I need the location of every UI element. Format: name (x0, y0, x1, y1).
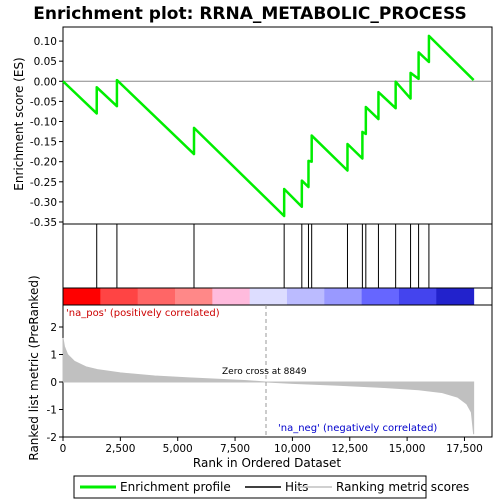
heatmap-segment (398, 288, 437, 305)
metric-y-axis-label: Ranked list metric (PreRanked) (27, 275, 41, 460)
es-y-axis-label: Enrichment score (ES) (12, 57, 26, 190)
es-y-tick-label: 0.05 (34, 56, 57, 68)
x-tick-label: 12,500 (331, 443, 368, 455)
x-tick-label: 5,000 (163, 443, 193, 455)
x-tick-label: 2,500 (105, 443, 135, 455)
heatmap-segment (436, 288, 475, 305)
x-tick-label: 17,500 (446, 443, 483, 455)
negative-correlation-label: 'na_neg' (negatively correlated) (278, 423, 437, 434)
es-y-tick-label: -0.25 (30, 177, 57, 189)
x-tick-label: 10,000 (274, 443, 311, 455)
es-y-tick-label: 0.10 (34, 36, 57, 48)
chart-title: Enrichment plot: RRNA_METABOLIC_PROCESS (33, 4, 466, 24)
metric-plot-frame (62, 304, 493, 438)
heatmap-segment (249, 288, 288, 305)
legend-label-ranking-metric: Ranking metric scores (336, 480, 469, 494)
heatmap-segment (137, 288, 176, 305)
heatmap-segment (212, 288, 251, 305)
metric-y-tick-label: 2 (50, 322, 57, 334)
ranking-metric-area (62, 337, 475, 435)
es-y-tick-label: -0.30 (30, 197, 57, 209)
es-plot-frame (62, 26, 493, 225)
metric-y-tick-label: 1 (50, 350, 57, 362)
es-y-tick-label: -0.10 (30, 116, 57, 128)
heatmap-segment (361, 288, 400, 305)
metric-panel: 210-1-20 2,500 5,000 7,500 10,000 12,500 15,00… (47, 304, 493, 455)
metric-y-tick-label: -1 (47, 405, 57, 417)
heatmap-segment (286, 288, 325, 305)
legend-label-enrichment-profile: Enrichment profile (120, 480, 231, 494)
heatmap-segment (100, 288, 139, 305)
x-tick-label: 15,000 (389, 443, 426, 455)
rank-heatmap-bar (62, 287, 493, 306)
metric-y-tick-label: 0 (50, 377, 57, 389)
heatmap-segment (63, 288, 101, 305)
es-panel: 0.10 0.05 0.00 -0.05 -0.10 -0.15 -0.20 -0.25 -0.… (30, 26, 493, 229)
heatmap-segment (324, 288, 363, 305)
es-y-tick-label: 0.00 (34, 76, 57, 88)
positive-correlation-label: 'na_pos' (positively correlated) (66, 308, 220, 319)
metric-y-tick-label: -2 (47, 432, 57, 444)
es-y-tick-label: -0.05 (30, 96, 57, 108)
legend: Enrichment profile Hits Ranking metric s… (73, 475, 469, 499)
zero-cross-label: Zero cross at 8849 (222, 367, 307, 377)
x-tick-label: 0 (60, 443, 67, 455)
hits-frame (62, 223, 493, 289)
hits-panel (62, 223, 493, 289)
es-y-tick-label: -0.20 (30, 157, 57, 169)
es-y-tick-label: -0.35 (30, 217, 57, 229)
x-axis-label: Rank in Ordered Dataset (193, 456, 341, 470)
x-tick-label: 7,500 (220, 443, 250, 455)
es-y-tick-label: -0.15 (30, 137, 57, 149)
enrichment-profile-line (62, 34, 475, 218)
heatmap-segment (174, 288, 213, 305)
